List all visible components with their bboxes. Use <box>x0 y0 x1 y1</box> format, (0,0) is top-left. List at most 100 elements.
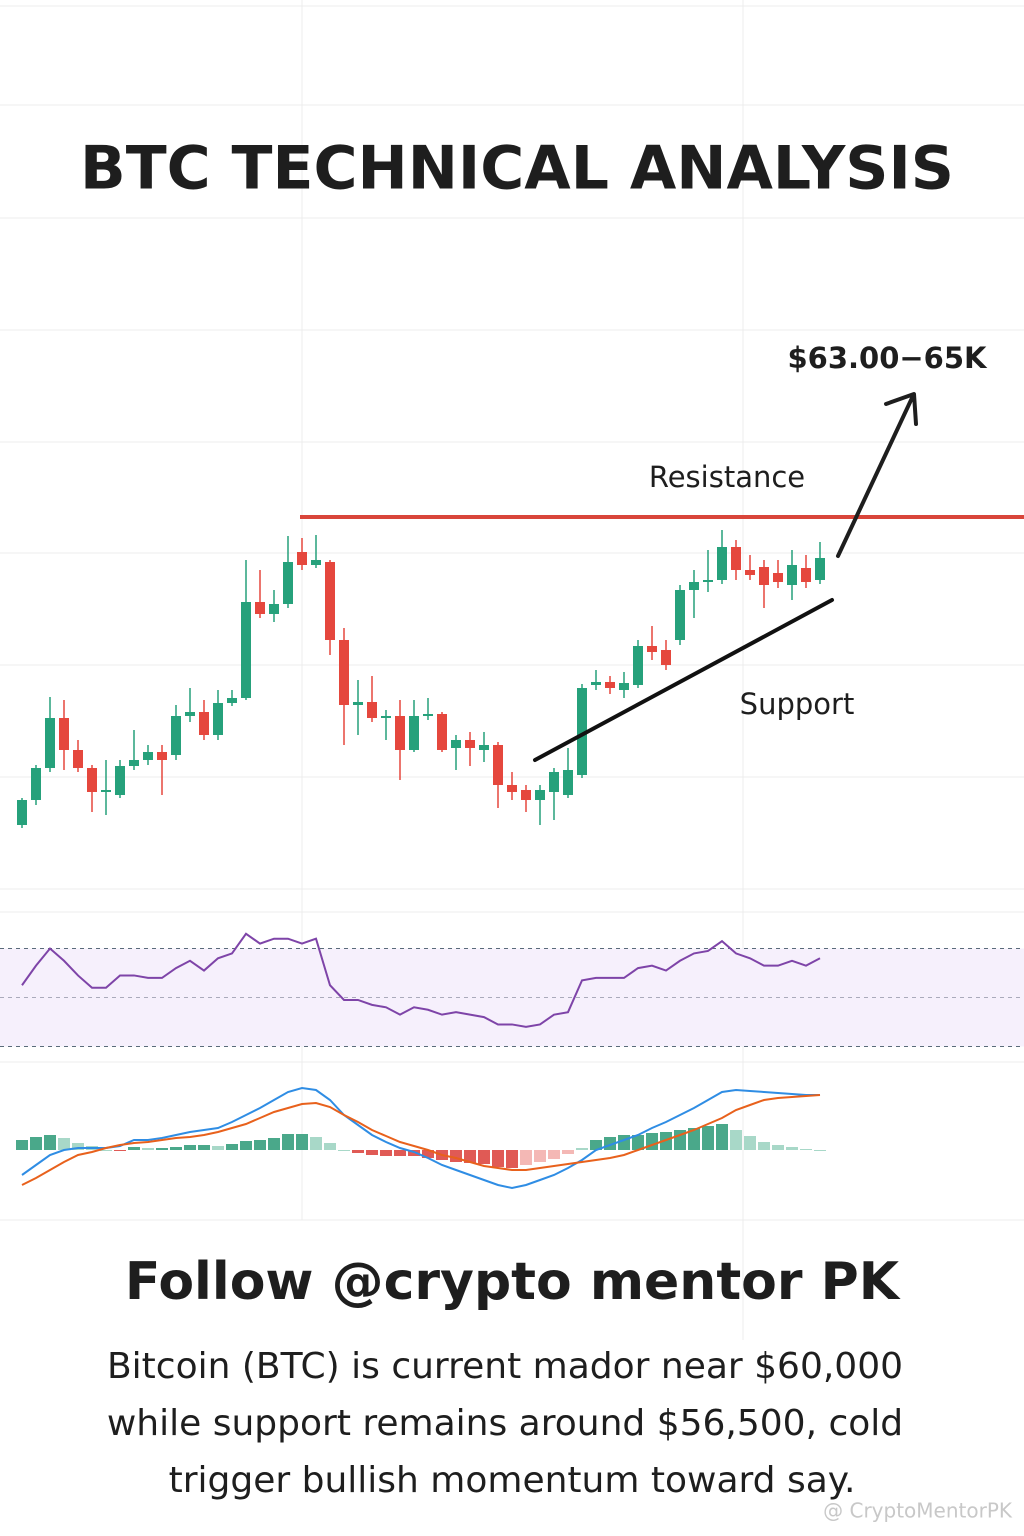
macd-histogram-bar <box>632 1135 644 1150</box>
rsi-line <box>21 932 821 1028</box>
candle-body <box>815 558 825 580</box>
macd-histogram-bar <box>44 1135 56 1150</box>
macd-histogram-bar <box>324 1143 336 1150</box>
macd-histogram-bar <box>170 1147 182 1150</box>
candle-body <box>661 650 671 665</box>
macd-histogram-bar <box>744 1136 756 1150</box>
candle-body <box>115 766 125 795</box>
macd-histogram-bar <box>534 1150 546 1162</box>
candle-body <box>381 716 391 718</box>
candle-body <box>633 646 643 685</box>
macd-histogram-bar <box>128 1147 140 1150</box>
support-line <box>533 598 834 762</box>
macd-histogram-bar <box>254 1140 266 1150</box>
candle-body <box>171 716 181 755</box>
macd-histogram-bar <box>548 1150 560 1159</box>
macd-histogram-bar <box>478 1150 490 1164</box>
candle-body <box>325 562 335 640</box>
macd-histogram-bar <box>156 1148 168 1150</box>
candle-body <box>619 683 629 690</box>
macd-histogram-bar <box>688 1128 700 1150</box>
macd-histogram-bar <box>184 1145 196 1150</box>
macd-histogram-bar <box>772 1145 784 1150</box>
chart-title: BTC TECHNICAL ANALYSIS <box>80 134 954 204</box>
candle-body <box>647 646 657 652</box>
macd-histogram-bar <box>730 1130 742 1150</box>
macd-histogram-bar <box>814 1150 826 1151</box>
macd-histogram-bar <box>422 1150 434 1158</box>
macd-histogram-bar <box>338 1150 350 1151</box>
candle-body <box>87 768 97 792</box>
macd-histogram-bar <box>282 1134 294 1150</box>
macd-histogram-bar <box>702 1126 714 1150</box>
candle-body <box>535 790 545 800</box>
candle-body <box>185 712 195 716</box>
macd-histogram-bar <box>268 1138 280 1150</box>
target-label: $63.00−65K <box>787 341 988 375</box>
macd-histogram-bar <box>58 1138 70 1150</box>
target-arrow <box>836 392 918 558</box>
candle-body <box>437 714 447 750</box>
candle-body <box>521 790 531 800</box>
candle-body <box>479 745 489 750</box>
candle-body <box>423 714 433 716</box>
candle-body <box>269 604 279 614</box>
candle-body <box>549 772 559 792</box>
macd-histogram-bar <box>394 1150 406 1156</box>
footer-heading: Follow @crypto mentor PK <box>125 1252 901 1312</box>
support-label: Support <box>740 687 855 721</box>
candle-body <box>143 752 153 760</box>
candle-body <box>577 688 587 775</box>
macd-histogram-bar <box>674 1130 686 1150</box>
macd-histogram-bar <box>366 1150 378 1155</box>
candle-body <box>605 682 615 688</box>
candle-body <box>157 752 167 760</box>
candle-body <box>311 560 321 565</box>
candle-body <box>801 568 811 582</box>
macd-histogram-bar <box>562 1150 574 1154</box>
candle-body <box>213 703 223 735</box>
candle-body <box>493 745 503 785</box>
macd-histogram-bar <box>30 1137 42 1150</box>
macd-histogram-bar <box>520 1150 532 1165</box>
macd-histogram-bar <box>506 1150 518 1168</box>
candle-body <box>255 602 265 614</box>
macd-histogram-bar <box>716 1124 728 1150</box>
candle-body <box>745 570 755 575</box>
candle-body <box>31 768 41 800</box>
candle-body <box>703 580 713 582</box>
macd-histogram-bar <box>100 1150 112 1151</box>
candle-body <box>227 698 237 703</box>
candle-body <box>129 760 139 766</box>
candle-body <box>353 702 363 705</box>
candle-body <box>689 582 699 590</box>
candle-body <box>395 716 405 750</box>
macd-histogram-bar <box>16 1140 28 1150</box>
macd-histogram-bar <box>464 1150 476 1163</box>
macd-histogram-bar <box>380 1150 392 1156</box>
footer-line: Bitcoin (BTC) is current mador near $60,… <box>107 1346 903 1387</box>
macd-histogram-bar <box>800 1149 812 1150</box>
candle-body <box>731 547 741 570</box>
candle-body <box>59 718 69 750</box>
macd-line <box>21 1094 821 1186</box>
macd-histogram-bar <box>142 1148 154 1150</box>
macd-line <box>21 1086 820 1190</box>
candle-body <box>717 547 727 580</box>
candle-body <box>591 682 601 685</box>
candle-body <box>409 716 419 750</box>
candle-body <box>45 718 55 768</box>
resistance-label: Resistance <box>649 460 805 494</box>
macd-histogram-bar <box>758 1142 770 1150</box>
macd-histogram-bar <box>352 1150 364 1153</box>
macd-histogram-bar <box>114 1150 126 1151</box>
candle-body <box>283 562 293 604</box>
candle-body <box>465 740 475 748</box>
macd-histogram-bar <box>590 1140 602 1150</box>
macd-histogram-bar <box>296 1134 308 1150</box>
candle-body <box>339 640 349 705</box>
candle-body <box>563 770 573 795</box>
macd-histogram-bar <box>198 1145 210 1150</box>
